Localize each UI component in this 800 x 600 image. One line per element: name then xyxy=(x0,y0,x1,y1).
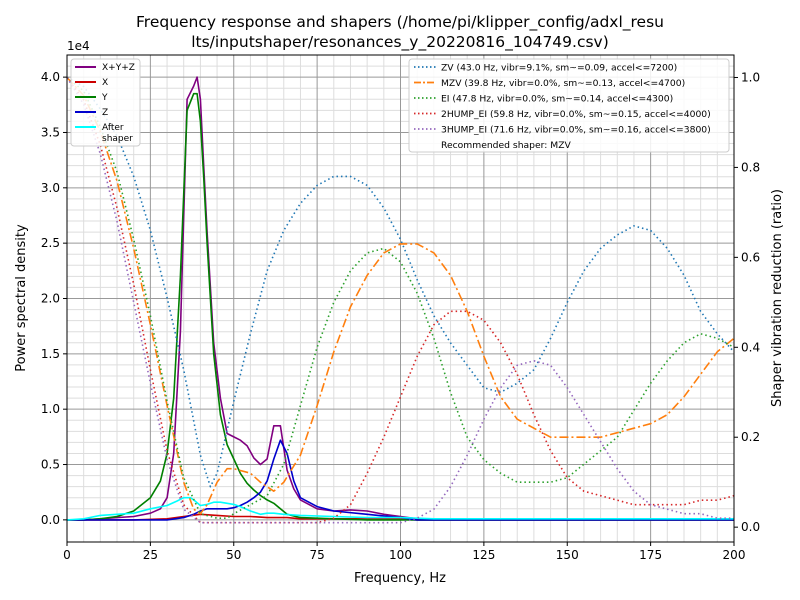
legend-left-label: Z xyxy=(102,108,108,118)
x-tick-label: 75 xyxy=(309,548,324,562)
legend-right-label: 2HUMP_EI (59.8 Hz, vibr=0.0%, sm~=0.15, … xyxy=(441,109,711,120)
series-line-y xyxy=(67,92,734,521)
legend-right-box xyxy=(408,58,730,153)
x-tick-label: 175 xyxy=(639,548,662,562)
legend-left-label: X xyxy=(102,78,108,88)
legend-left-label: After shaper xyxy=(102,123,133,144)
x-axis-ticks: 0 25 50 75 100 125 150 175 200 xyxy=(63,542,745,562)
legend-left-label: Y xyxy=(101,93,108,103)
chart-title-line-2: lts/inputshaper/resonances_y_20220816_10… xyxy=(191,33,609,52)
y-axis-multiplier: 1e4 xyxy=(67,39,90,53)
y-tick-label: 2.0 xyxy=(41,292,60,306)
series-layer xyxy=(66,76,735,524)
series-line-x-y-z xyxy=(67,76,734,521)
legend-left: X+Y+Z XYZ After shaper xyxy=(70,58,141,147)
x-tick-label: 25 xyxy=(143,548,158,562)
y2-tick-label: 0.2 xyxy=(741,430,760,444)
y-tick-label: 2.5 xyxy=(41,236,60,250)
series-line-3hump-ei xyxy=(66,77,734,524)
y2-axis-label: Shaper vibration reduction (ratio) xyxy=(770,189,785,407)
series-line-ei xyxy=(66,76,735,520)
y-tick-label: 3.5 xyxy=(41,125,60,139)
legend-right-label: Recommended shaper: MZV xyxy=(441,140,571,151)
y-axis-ticks: 0.0 0.5 1.0 1.5 2.0 2.5 3.0 3.5 4.0 xyxy=(41,70,67,527)
y-tick-label: 4.0 xyxy=(41,70,60,84)
y-tick-label: 0.5 xyxy=(41,458,60,472)
y-axis-label: Power spectral density xyxy=(14,224,29,372)
legend-right-label: ZV (43.0 Hz, vibr=9.1%, sm~=0.09, accel<… xyxy=(441,63,677,74)
y2-axis-ticks: 0.0 0.2 0.4 0.6 0.8 1.0 xyxy=(734,70,760,534)
x-tick-label: 150 xyxy=(556,548,579,562)
y-tick-label: 1.0 xyxy=(41,402,60,416)
legend-right-label: EI (47.8 Hz, vibr=0.0%, sm~=0.14, accel<… xyxy=(441,94,673,105)
x-tick-label: 50 xyxy=(226,548,241,562)
legend-right: ZV (43.0 Hz, vibr=9.1%, sm~=0.09, accel<… xyxy=(408,58,730,153)
y-tick-label: 0.0 xyxy=(41,513,60,527)
chart-title-line-1: Frequency response and shapers (/home/pi… xyxy=(136,13,664,32)
series-line-mzv xyxy=(66,76,735,515)
x-tick-label: 100 xyxy=(389,548,412,562)
y-tick-label: 1.5 xyxy=(41,347,60,361)
legend-left-label: X+Y+Z xyxy=(102,63,135,73)
y2-tick-label: 0.8 xyxy=(741,160,760,174)
series-line-x xyxy=(67,513,734,521)
y2-tick-label: 0.0 xyxy=(741,520,760,534)
x-axis-label: Frequency, Hz xyxy=(354,571,446,586)
legend-right-label: 3HUMP_EI (71.6 Hz, vibr=0.0%, sm~=0.16, … xyxy=(441,125,711,136)
series-line-after xyxy=(66,496,734,521)
y2-tick-label: 0.6 xyxy=(741,250,760,264)
y2-tick-label: 1.0 xyxy=(741,70,760,84)
x-tick-label: 200 xyxy=(723,548,746,562)
y-tick-label: 3.0 xyxy=(41,181,60,195)
x-tick-label: 125 xyxy=(472,548,495,562)
series-line-z xyxy=(67,439,734,521)
legend-right-label: MZV (39.8 Hz, vibr=0.0%, sm~=0.13, accel… xyxy=(441,78,685,89)
x-tick-label: 0 xyxy=(63,548,71,562)
y2-tick-label: 0.4 xyxy=(741,340,760,354)
series-line-2hump-ei xyxy=(66,77,735,524)
legend-left-box xyxy=(70,58,141,147)
